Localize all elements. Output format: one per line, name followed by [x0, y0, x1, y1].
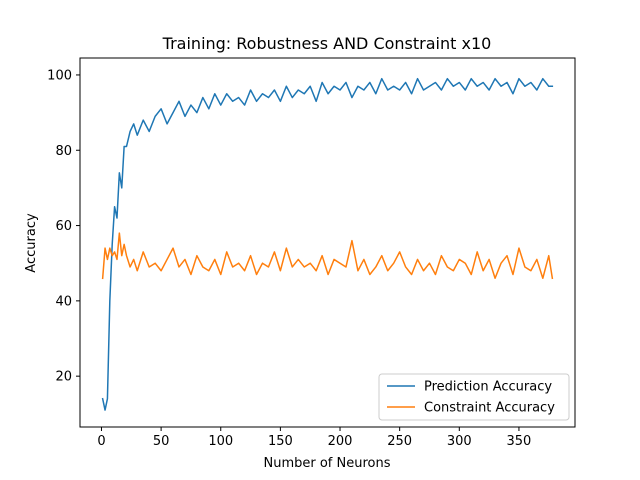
y-tick-label: 40	[55, 294, 72, 309]
series-line-2	[101, 232, 554, 280]
x-tick-label: 100	[208, 434, 233, 449]
y-tick-label: 100	[47, 68, 72, 83]
legend-box	[378, 373, 570, 421]
x-tick-label: 200	[328, 434, 353, 449]
y-tick-label: 80	[55, 144, 72, 159]
x-tick-label: 150	[268, 434, 293, 449]
plot-area	[101, 77, 554, 411]
legend: Prediction Accuracy Constraint Accuracy	[378, 373, 570, 421]
x-axis-title: Number of Neurons	[263, 456, 390, 471]
chart-title: Training: Robustness AND Constraint x10	[162, 34, 492, 53]
x-tick-label: 350	[507, 434, 532, 449]
y-axis-title: Accuracy	[24, 213, 39, 273]
x-tick-label: 50	[153, 434, 170, 449]
series-line-1	[101, 77, 554, 411]
axes-frame	[79, 57, 576, 428]
y-tick-label: 20	[55, 370, 72, 385]
x-tick-label: 300	[447, 434, 472, 449]
legend-label-2: Constraint Accuracy	[424, 401, 555, 416]
x-tick-label: 250	[387, 434, 412, 449]
axes: 0 50 100 150 200 250 300 350 20 40 60 80 100	[47, 57, 576, 449]
x-tick-label: 0	[97, 434, 105, 449]
y-tick-label: 60	[55, 219, 72, 234]
legend-label-1: Prediction Accuracy	[424, 380, 552, 395]
